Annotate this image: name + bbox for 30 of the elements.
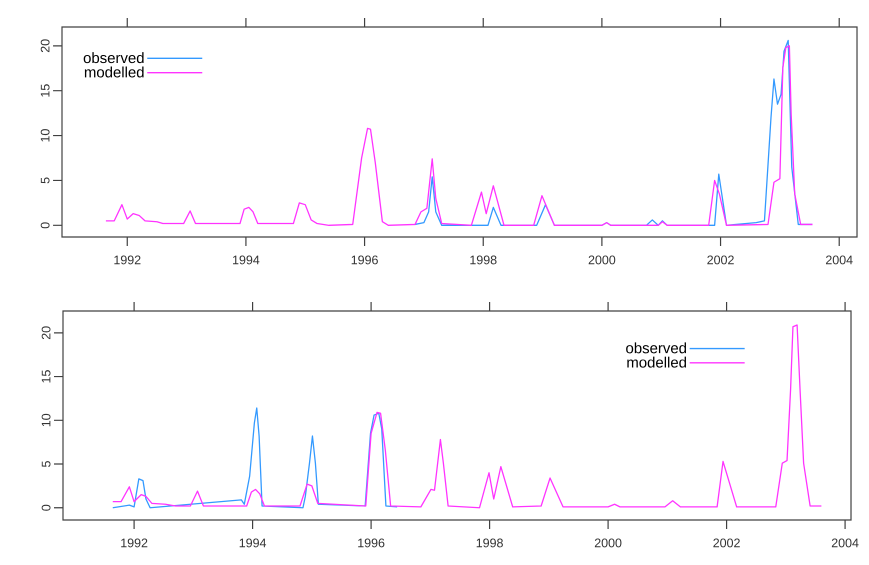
line-series [112, 407, 398, 508]
x-tick-label: 1992 [121, 538, 148, 548]
x-tick-label: 1994 [240, 538, 266, 548]
y-tick-label: 10 [40, 129, 50, 142]
y-tick-label: 15 [40, 84, 50, 97]
y-tick-label: 15 [42, 370, 50, 383]
legend-label: modelled [627, 356, 686, 368]
x-tick-label: 2004 [832, 538, 859, 548]
x-tick-label: 1996 [352, 256, 378, 264]
y-tick-label: 5 [40, 178, 50, 184]
y-tick-label: 5 [42, 461, 50, 467]
x-tick-label: 2000 [594, 538, 622, 548]
legend-label: observed [626, 342, 686, 354]
x-tick-label: 2002 [713, 538, 740, 548]
x-tick-label: 2002 [707, 256, 734, 264]
x-tick-label: 2000 [588, 256, 616, 264]
x-tick-label: 1994 [233, 256, 260, 264]
y-tick-label: 20 [42, 326, 50, 340]
x-tick-label: 1996 [358, 538, 384, 548]
legend-label: observed [84, 52, 144, 64]
legend-label: modelled [84, 66, 144, 78]
y-tick-label: 10 [42, 414, 50, 426]
x-tick-label: 1992 [114, 256, 140, 264]
y-tick-label: 0 [40, 222, 50, 228]
y-tick-label: 20 [40, 39, 50, 52]
y-tick-label: 0 [42, 504, 50, 511]
x-tick-label: 2004 [826, 256, 853, 264]
line-series [112, 324, 822, 508]
x-tick-label: 1998 [470, 256, 497, 264]
x-tick-label: 1998 [476, 538, 503, 548]
